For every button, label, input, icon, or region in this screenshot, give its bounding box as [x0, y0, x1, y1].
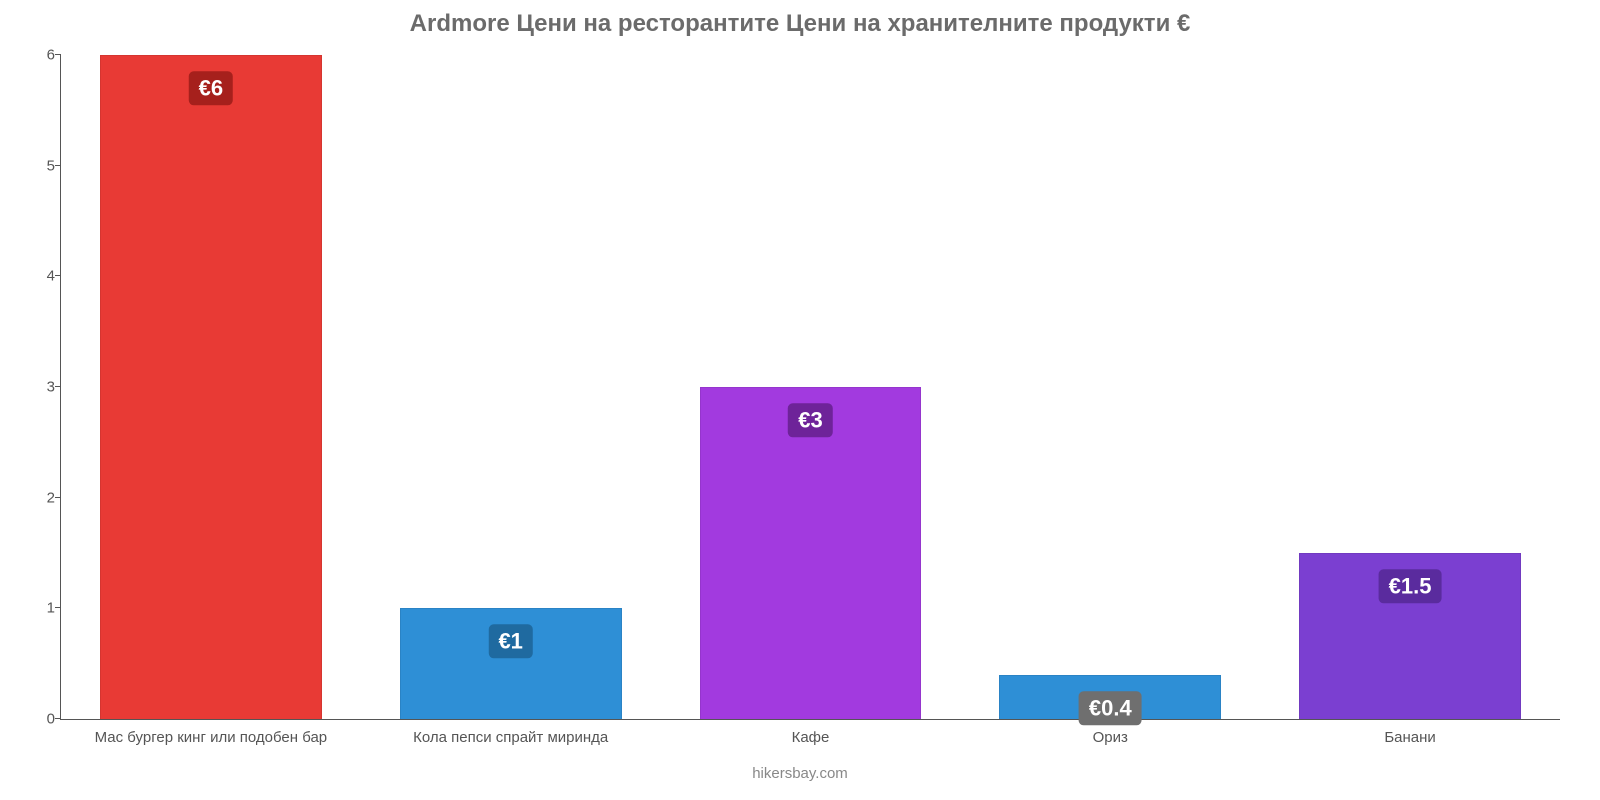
y-tick-label: 5 [21, 157, 55, 174]
bar-value-label: €0.4 [1079, 691, 1142, 725]
x-category-label: Кафе [792, 729, 830, 746]
x-category-label: Мас бургер кинг или подобен бар [95, 729, 328, 746]
bar-slot: €1Кола пепси спрайт миринда [361, 55, 661, 719]
y-tick-label: 1 [21, 600, 55, 617]
chart-title: Ardmore Цени на ресторантите Цени на хра… [0, 10, 1600, 38]
y-tick-label: 0 [21, 711, 55, 728]
bar-value-label: €1 [488, 625, 532, 659]
bar: €1 [400, 608, 622, 719]
bar: €0.4 [999, 675, 1221, 719]
x-category-label: Кола пепси спрайт миринда [413, 729, 608, 746]
bar-value-label: €6 [189, 71, 233, 105]
y-tick-label: 6 [21, 47, 55, 64]
y-tick-label: 4 [21, 268, 55, 285]
bar: €3 [700, 387, 922, 719]
bar-value-label: €3 [788, 403, 832, 437]
bar-slot: €3Кафе [661, 55, 961, 719]
bars-container: €6Мас бургер кинг или подобен бар€1Кола … [61, 55, 1560, 719]
price-bar-chart: Ardmore Цени на ресторантите Цени на хра… [0, 0, 1600, 800]
chart-source-footer: hikersbay.com [0, 765, 1600, 782]
bar: €6 [100, 55, 322, 719]
x-category-label: Ориз [1093, 729, 1128, 746]
bar-slot: €6Мас бургер кинг или подобен бар [61, 55, 361, 719]
x-category-label: Банани [1384, 729, 1435, 746]
y-tick-label: 3 [21, 379, 55, 396]
bar-slot: €0.4Ориз [960, 55, 1260, 719]
plot-area: 0123456 €6Мас бургер кинг или подобен ба… [60, 55, 1560, 720]
y-tick-label: 2 [21, 489, 55, 506]
bar: €1.5 [1299, 553, 1521, 719]
bar-value-label: €1.5 [1379, 569, 1442, 603]
bar-slot: €1.5Банани [1260, 55, 1560, 719]
